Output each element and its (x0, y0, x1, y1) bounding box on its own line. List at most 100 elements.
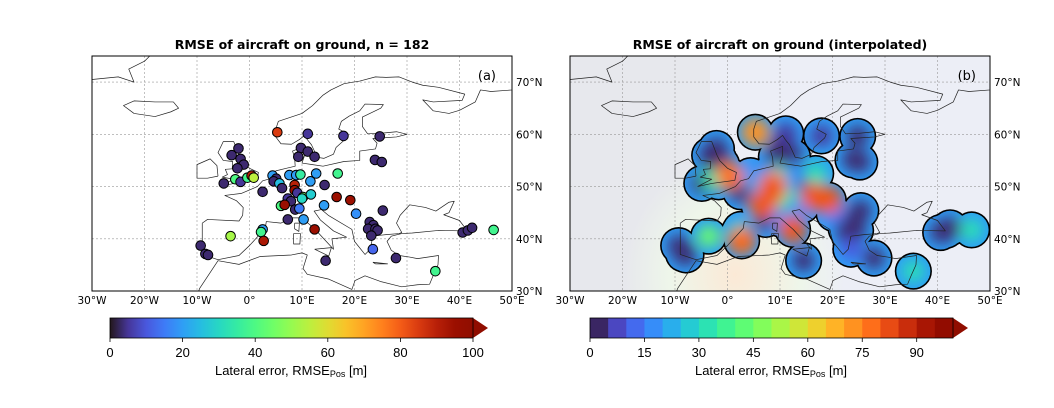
data-point (309, 224, 320, 235)
x-tick-label: 30°E (872, 295, 897, 307)
field-cell (810, 124, 833, 147)
colorbar-a-ticks: 0 20 40 60 80 100 (106, 338, 484, 360)
colorbar-b-bins (590, 318, 954, 338)
field-cell (839, 238, 862, 261)
data-point (233, 143, 244, 154)
data-point (310, 168, 322, 179)
data-point (276, 182, 288, 194)
x-tick-label: 0° (722, 295, 734, 307)
coastline (680, 76, 990, 224)
x-tick-label: 20°E (820, 295, 845, 307)
colorbar-bin (862, 318, 881, 338)
colorbar-bin (844, 318, 863, 338)
colorbar-bin (680, 318, 700, 338)
y-tick-label: 70°N (516, 77, 542, 89)
field-cell (862, 247, 885, 270)
panel-a-label: (a) (478, 69, 496, 84)
coastline (123, 100, 179, 117)
data-point (488, 224, 499, 236)
coastline (850, 261, 866, 265)
map-b-ticks: 30°W 20°W 10°W 0° 10°E 20°E 30°E 40°E 50°E30°N 40… (556, 77, 1021, 307)
y-tick-label: 30°N (994, 286, 1020, 298)
colorbar-bin (662, 318, 682, 338)
coastline (196, 158, 219, 179)
colorbar-bin (934, 318, 954, 338)
coastline (294, 222, 300, 232)
data-point (320, 255, 331, 267)
field-cell (675, 243, 698, 266)
coastline (570, 56, 628, 83)
data-point (226, 149, 237, 161)
x-tick-label: 50°E (499, 295, 524, 307)
data-point (309, 151, 320, 163)
colorbar-bin (698, 318, 718, 338)
panel-b-title: RMSE of aircraft on ground (interpolated… (633, 37, 928, 52)
colorbar-b: 0 15 30 45 60 75 90 Lateral error, RMSEPos [m] (586, 317, 968, 379)
data-point (294, 203, 305, 214)
field-cell (697, 225, 720, 248)
field-cell (846, 125, 869, 148)
colorbar-tick-label: 0 (586, 345, 593, 360)
colorbar-a-extend-arrow (473, 318, 488, 338)
data-point (295, 169, 306, 180)
colorbar-bin (771, 318, 791, 338)
data-point (345, 194, 356, 206)
field-cell (715, 161, 744, 190)
panel-a-title: RMSE of aircraft on ground, n = 182 (175, 37, 430, 52)
map-a-points (195, 126, 499, 277)
y-tick-label: 70°N (994, 77, 1020, 89)
x-tick-label: 30°W (78, 295, 108, 307)
y-tick-label: 30°N (516, 286, 542, 298)
colorbar-bin (644, 318, 664, 338)
field-cell (939, 216, 962, 239)
coastline (771, 233, 779, 245)
data-point (258, 235, 269, 247)
data-point (279, 199, 290, 211)
panel-a: RMSE of aircraft on ground, n = 182 (a) … (78, 37, 543, 307)
field-cell (783, 162, 806, 185)
colorbar-tick-label: 75 (855, 345, 869, 360)
data-point (293, 151, 304, 163)
data-point (298, 214, 309, 225)
x-tick-label: 50°E (977, 295, 1002, 307)
data-point (390, 252, 402, 264)
coastline (676, 200, 946, 291)
colorbar-b-ticks: 0 15 30 45 60 75 90 (586, 338, 924, 360)
y-tick-label: 40°N (516, 234, 542, 246)
coastline (695, 141, 737, 187)
panel-b-label: (b) (958, 69, 976, 84)
data-point (218, 178, 230, 189)
colorbar-b-label: Lateral error, RMSEPos [m] (695, 363, 847, 379)
field-cell (727, 226, 756, 255)
colorbar-bin (753, 318, 772, 338)
data-point (376, 156, 388, 168)
map-a-ticks: 30°W 20°W 10°W 0° 10°E 20°E 30°E 40°E 50°E30°N 40… (78, 77, 543, 307)
y-tick-label: 50°N (516, 182, 542, 194)
colorbar-bin (898, 318, 918, 338)
data-point (232, 162, 243, 174)
coastline (293, 233, 301, 245)
map-a-frame (91, 55, 513, 292)
y-tick-label: 60°N (994, 129, 1020, 141)
coastline (217, 141, 259, 187)
map-b-coastlines (570, 56, 990, 291)
coastline (198, 200, 468, 291)
data-point (338, 130, 349, 142)
colorbar-a-gradient (110, 318, 473, 338)
x-tick-label: 30°E (394, 295, 419, 307)
colorbar-tick-label: 40 (248, 345, 262, 360)
coastline (372, 261, 388, 265)
field-cell (848, 151, 871, 174)
colorbar-b-extend-arrow (953, 318, 968, 338)
y-tick-label: 50°N (994, 182, 1020, 194)
data-point (350, 208, 362, 220)
coastline (314, 247, 332, 257)
colorbar-tick-label: 60 (321, 345, 335, 360)
data-point (248, 172, 259, 183)
data-point (195, 240, 206, 251)
map-b-frame (569, 55, 991, 292)
panel-b: RMSE of aircraft on ground (interpolated… (556, 37, 1021, 307)
field-cell (804, 162, 827, 185)
coastline (772, 222, 778, 232)
colorbar-bin (735, 318, 754, 338)
